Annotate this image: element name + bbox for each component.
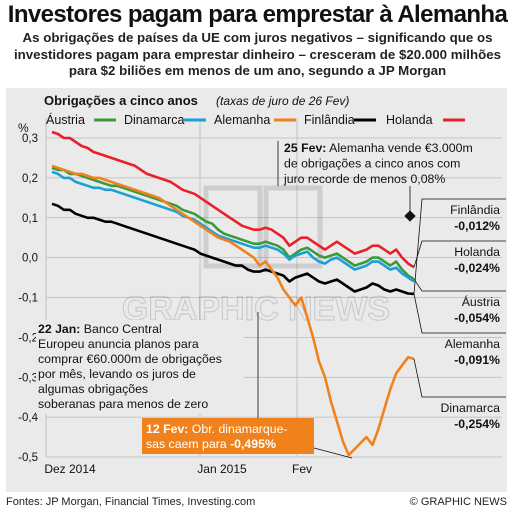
- final-value-labels: Finlândia -0,012% Holanda -0,024% Áustria -0,…: [413, 198, 506, 431]
- legend-label: Áustria: [46, 112, 85, 127]
- final-label: Holanda -0,024%: [413, 240, 506, 275]
- final-label-value: -0,254%: [454, 417, 500, 431]
- copyright: © GRAPHIC NEWS: [409, 496, 507, 508]
- sources: Fontes: JP Morgan, Financial Times, Inve…: [6, 496, 256, 508]
- final-label-leader: [413, 278, 506, 292]
- annotation-leader: [313, 447, 353, 459]
- annotation-feb12: 12 Fev: Obr. dinamarque-sas caem para -0…: [142, 418, 353, 459]
- y-tick-label: 0,0: [22, 253, 38, 265]
- annotation-jan22: 22 Jan: Banco Central Europeu anuncia pla…: [36, 312, 259, 438]
- y-tick-label: -0,1: [18, 293, 38, 305]
- annotation-feb25: 25 Fev: Alemanha vende €3.000m de obrigaç…: [277, 141, 473, 222]
- annotation-box: [142, 418, 314, 454]
- chart-title: Obrigações a cinco anos: [44, 93, 198, 108]
- legend-item: Holanda: [386, 113, 465, 127]
- y-tick-labels: 0,3 0,2 0,1 0,0 -0,1 -0,2 -0,3 -0,4 -0,5: [18, 133, 38, 464]
- legend-item: Dinamarca: [124, 113, 206, 127]
- legend-label: Finlândia: [304, 113, 355, 127]
- final-label: Dinamarca -0,254%: [413, 358, 506, 431]
- y-tick-label: -0,5: [18, 452, 38, 464]
- line-chart: Obrigações a cinco anos (taxas de juro d…: [18, 93, 506, 476]
- y-axis-unit: %: [18, 121, 29, 135]
- final-label-value: -0,091%: [454, 353, 500, 367]
- series-lines: [51, 130, 415, 457]
- annotation-text: 12 Fev: Obr. dinamarque-sas caem para -0…: [146, 422, 288, 451]
- legend-item: Finlândia: [304, 113, 376, 127]
- annotation-text: 22 Jan: Banco Central Europeu anuncia pla…: [38, 322, 222, 411]
- x-tick-label: Jan 2015: [197, 462, 247, 476]
- final-label-name: Finlândia: [450, 203, 500, 217]
- y-tick-label: -0,2: [18, 332, 38, 344]
- final-label-leader: [413, 240, 506, 268]
- legend-label: Alemanha: [214, 113, 270, 127]
- legend-label: Holanda: [386, 113, 433, 127]
- final-label-leader: [413, 358, 506, 398]
- y-tick-label: -0,4: [18, 412, 38, 424]
- y-tick-label: 0,2: [22, 173, 38, 185]
- final-label-leader: [413, 198, 506, 294]
- series-line-holanda: [51, 130, 415, 269]
- page-subtitle: As obrigações de países da UE com juros …: [13, 30, 502, 78]
- chart-subtitle: (taxas de juro de 26 Fev): [216, 94, 349, 108]
- x-tick-label: Fev: [292, 462, 312, 476]
- final-label-name: Holanda: [454, 245, 500, 259]
- final-label-name: Áustria: [462, 294, 500, 309]
- final-label: Alemanha -0,091%: [413, 293, 506, 367]
- final-label-name: Dinamarca: [441, 401, 501, 415]
- annotations: 25 Fev: Alemanha vende €3.000m de obrigaç…: [36, 141, 473, 459]
- y-tick-label: 0,1: [22, 213, 38, 225]
- annotation-marker: [404, 210, 416, 222]
- legend: Áustria Dinamarca Alemanha Finlândia Holanda: [46, 112, 465, 127]
- final-label-value: -0,024%: [454, 261, 500, 275]
- x-tick-labels: Dez 2014 Jan 2015 Fev: [44, 462, 312, 476]
- series-line-áustria: [51, 166, 415, 281]
- x-tick-label: Dez 2014: [44, 462, 96, 476]
- annotation-bg: [36, 320, 244, 414]
- page-title: Investores pagam para emprestar à Aleman…: [7, 1, 508, 28]
- legend-item: Alemanha: [214, 113, 296, 127]
- y-tick-label: 0,3: [22, 133, 38, 145]
- series-line-alemanha: [51, 164, 415, 457]
- final-label: Finlândia -0,012%: [413, 198, 506, 294]
- final-label: Áustria -0,054%: [413, 278, 506, 325]
- legend-label: Dinamarca: [124, 113, 184, 127]
- annotation-text: 25 Fev: Alemanha vende €3.000m de obrigaç…: [283, 141, 473, 186]
- final-label-name: Alemanha: [445, 337, 501, 351]
- series-line-dinamarca: [51, 170, 415, 283]
- series-line-finlândia: [51, 202, 415, 296]
- final-label-value: -0,054%: [454, 311, 500, 325]
- legend-item: Áustria: [46, 112, 116, 127]
- final-label-value: -0,012%: [454, 219, 500, 233]
- final-label-leader: [413, 293, 506, 334]
- chart-panel: Obrigações a cinco anos (taxas de juro d…: [6, 88, 507, 492]
- y-tick-label: -0,3: [18, 372, 38, 384]
